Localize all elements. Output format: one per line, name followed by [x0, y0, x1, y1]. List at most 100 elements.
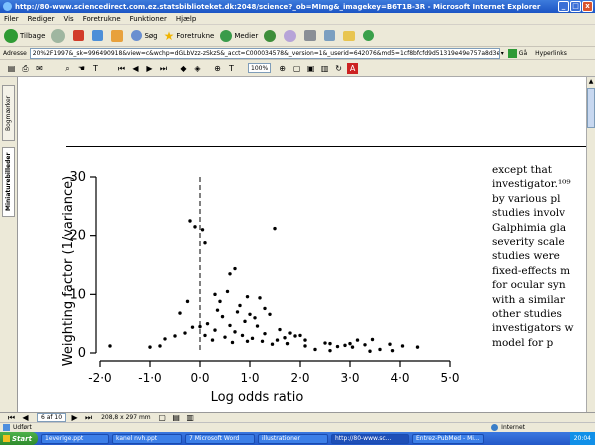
data-point [283, 336, 287, 340]
prev-page-status-icon[interactable]: ◀ [22, 413, 29, 422]
status-text: Udført [13, 424, 32, 431]
data-point [158, 344, 162, 348]
links-label[interactable]: Hyperlinks [535, 49, 567, 57]
menu-view[interactable]: Vis [63, 14, 74, 23]
article-text-line: studies were [492, 250, 560, 263]
taskbar-item-1everige[interactable]: 1everige.ppt [41, 433, 109, 444]
scroll-thumb[interactable] [587, 88, 595, 128]
data-point [190, 325, 195, 329]
taskbar-item-browser[interactable]: http://80-www.sc... [331, 433, 409, 444]
last-page-status-icon[interactable]: ⏭ [84, 413, 93, 422]
scroll-up-icon[interactable]: ▲ [588, 78, 594, 85]
first-page-icon[interactable]: ⏮ [117, 63, 126, 73]
address-dropdown-icon[interactable]: ▾ [500, 49, 504, 57]
facing-icon[interactable]: ▥ [186, 413, 194, 422]
media-button[interactable]: Medier [220, 29, 258, 42]
header-rule [66, 146, 586, 147]
data-point [240, 333, 245, 338]
data-point [233, 266, 237, 271]
select-text-icon[interactable]: T [93, 63, 98, 73]
data-point [328, 341, 332, 346]
tab-bookmarks[interactable]: Bogmærker [2, 85, 15, 141]
back-view-icon[interactable]: ◆ [180, 63, 187, 73]
search-button[interactable]: Søg [131, 30, 158, 41]
actual-size-icon[interactable]: ▢ [292, 63, 301, 73]
stop-button[interactable] [73, 30, 86, 41]
taskbar-item-kanel[interactable]: kanel nvh.ppt [112, 433, 182, 444]
forward-view-icon[interactable]: ◈ [194, 63, 201, 73]
close-button[interactable]: x [582, 1, 593, 12]
first-page-status-icon[interactable]: ⏮ [7, 413, 16, 422]
favorites-button[interactable]: ★ Foretrukne [163, 28, 215, 43]
data-point [323, 341, 327, 345]
x-tick-label: 3·0 [340, 371, 359, 385]
home-button[interactable] [111, 29, 125, 42]
data-point [173, 334, 177, 338]
address-label: Adresse [3, 49, 27, 57]
zoom-tool-icon[interactable]: ⊕ [214, 63, 221, 73]
start-button[interactable]: Start [0, 432, 38, 445]
next-page-icon[interactable]: ▶ [146, 63, 153, 73]
article-text-line: Galphimia gla [492, 221, 567, 234]
stop-icon [73, 30, 85, 41]
article-text-line: other studies [492, 308, 562, 321]
single-page-icon[interactable]: ▢ [158, 413, 166, 422]
menu-favorites[interactable]: Foretrukne [82, 14, 121, 23]
vertical-scrollbar[interactable]: ▲ [586, 77, 595, 412]
history-button[interactable] [264, 29, 278, 42]
minimize-button[interactable]: _ [558, 1, 569, 12]
previous-page-icon[interactable]: ◀ [132, 63, 139, 73]
data-point [203, 241, 207, 245]
forward-button[interactable] [51, 28, 67, 43]
tab-thumbnails[interactable]: Miniaturebilleder [2, 147, 15, 217]
x-tick-label: 2·0 [290, 371, 309, 385]
print-button[interactable] [304, 30, 318, 41]
page-indicator[interactable]: 6 af 10 [37, 413, 67, 422]
data-point [258, 296, 262, 300]
go-button[interactable]: Gå [507, 48, 527, 58]
next-page-status-icon[interactable]: ▶ [71, 413, 78, 422]
y-tick-label: 30 [69, 170, 86, 185]
home-icon [111, 29, 124, 42]
menu-file[interactable]: Filer [4, 14, 19, 23]
continuous-icon[interactable]: ▤ [172, 413, 180, 422]
refresh-button[interactable] [92, 30, 105, 41]
menu-help[interactable]: Hjælp [175, 14, 197, 23]
y-tick-label: 0 [78, 346, 86, 361]
print-icon[interactable]: ⎙ [22, 63, 29, 73]
fit-page-icon[interactable]: ▣ [306, 63, 315, 73]
edit-button[interactable] [324, 30, 337, 41]
data-point [233, 330, 237, 334]
messenger-button[interactable] [363, 30, 376, 41]
taskbar-item-pubmed[interactable]: Entrez-PubMed - Mi... [412, 433, 484, 444]
history-icon [264, 29, 277, 42]
text-tool-icon[interactable]: T [229, 63, 234, 73]
menu-tools[interactable]: Funktioner [129, 14, 167, 23]
refresh-icon [92, 30, 104, 41]
save-icon[interactable]: ▤ [7, 63, 16, 73]
acrobat-help-icon[interactable]: A [347, 62, 359, 74]
address-input[interactable]: 20%2F1997&_sk=996490918&view=c&wchp=dGLb… [29, 47, 500, 59]
folder-button[interactable] [343, 30, 357, 41]
search-pdf-icon[interactable]: ⌕ [65, 63, 70, 73]
zoom-level[interactable]: 100% [248, 63, 272, 73]
x-tick-label: 5·0 [440, 371, 459, 385]
hand-tool-icon[interactable]: ☚ [77, 63, 86, 73]
taskbar-item-word[interactable]: 7 Microsoft Word [185, 433, 255, 444]
taskbar-item-illustrationer[interactable]: illustrationer [258, 433, 328, 444]
menu-edit[interactable]: Rediger [27, 14, 55, 23]
email-icon[interactable]: ✉ [36, 63, 43, 73]
mail-button[interactable] [284, 29, 298, 42]
back-button[interactable]: Tilbage [4, 28, 45, 43]
zoom-in-icon[interactable]: ⊕ [279, 63, 286, 73]
data-point [108, 344, 112, 348]
fit-width-icon[interactable]: ▥ [320, 63, 329, 73]
rotate-icon[interactable]: ↻ [335, 63, 342, 73]
data-point [368, 349, 372, 353]
y-axis-title: Weighting factor (1/variance) [61, 176, 76, 367]
data-point [248, 312, 252, 316]
data-point [245, 294, 250, 299]
last-page-icon[interactable]: ⏭ [159, 63, 168, 73]
article-text-line: fixed-effects m [492, 264, 571, 277]
maximize-button[interactable]: □ [570, 1, 581, 12]
